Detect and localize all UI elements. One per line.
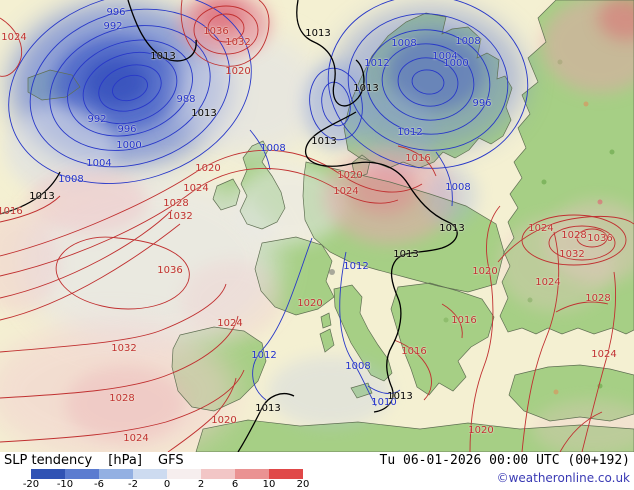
colorbar-segment — [167, 469, 201, 479]
colorbar-segment — [99, 469, 133, 479]
isobars-1013-black — [0, 0, 458, 452]
isobars-blue — [8, 0, 529, 407]
slp-tendency-map: 1024 996 992 1013 1036 1032 1020 1013 1008 1008 10… — [0, 0, 634, 452]
legend-bar: SLP tendency [hPa] GFS -20 -10 -6 -2 0 2 6 10 20… — [0, 452, 634, 490]
colorbar-segment — [269, 469, 303, 479]
colorbar-segment — [235, 469, 269, 479]
product-title: SLP tendency [hPa] GFS — [3, 453, 303, 468]
valid-time: Tu 06-01-2026 00:00 UTC (00+192) — [379, 453, 630, 468]
colorbar-tick: -6 — [94, 479, 104, 490]
colorbar-tick: -2 — [128, 479, 138, 490]
copyright: ©weatheronline.co.uk — [496, 471, 630, 485]
isobars-red — [0, 0, 634, 452]
colorbar-tick: 10 — [262, 479, 276, 490]
product-name: SLP tendency — [4, 453, 93, 468]
tendency-shading — [0, 0, 634, 452]
colorbar-gradient — [31, 469, 303, 479]
colorbar-tick: 6 — [231, 479, 239, 490]
colorbar-segment — [201, 469, 235, 479]
colorbar: -20 -10 -6 -2 0 2 6 10 20 — [23, 469, 310, 490]
colorbar-ticks: -20 -10 -6 -2 0 2 6 10 20 — [23, 479, 310, 490]
colorbar-segment — [65, 469, 99, 479]
colorbar-tick: -20 — [22, 479, 40, 490]
colorbar-segment — [133, 469, 167, 479]
legend-left: SLP tendency [hPa] GFS -20 -10 -6 -2 0 2 6 10 20 — [3, 453, 310, 490]
product-units: [hPa] — [108, 453, 142, 468]
colorbar-segment — [31, 469, 65, 479]
colorbar-tick: 20 — [296, 479, 310, 490]
colorbar-tick: -10 — [56, 479, 74, 490]
legend-right: Tu 06-01-2026 00:00 UTC (00+192) ©weathe… — [380, 453, 631, 485]
map-canvas — [0, 0, 634, 452]
colorbar-tick: 0 — [163, 479, 171, 490]
model-name: GFS — [158, 453, 184, 468]
colorbar-tick: 2 — [197, 479, 205, 490]
